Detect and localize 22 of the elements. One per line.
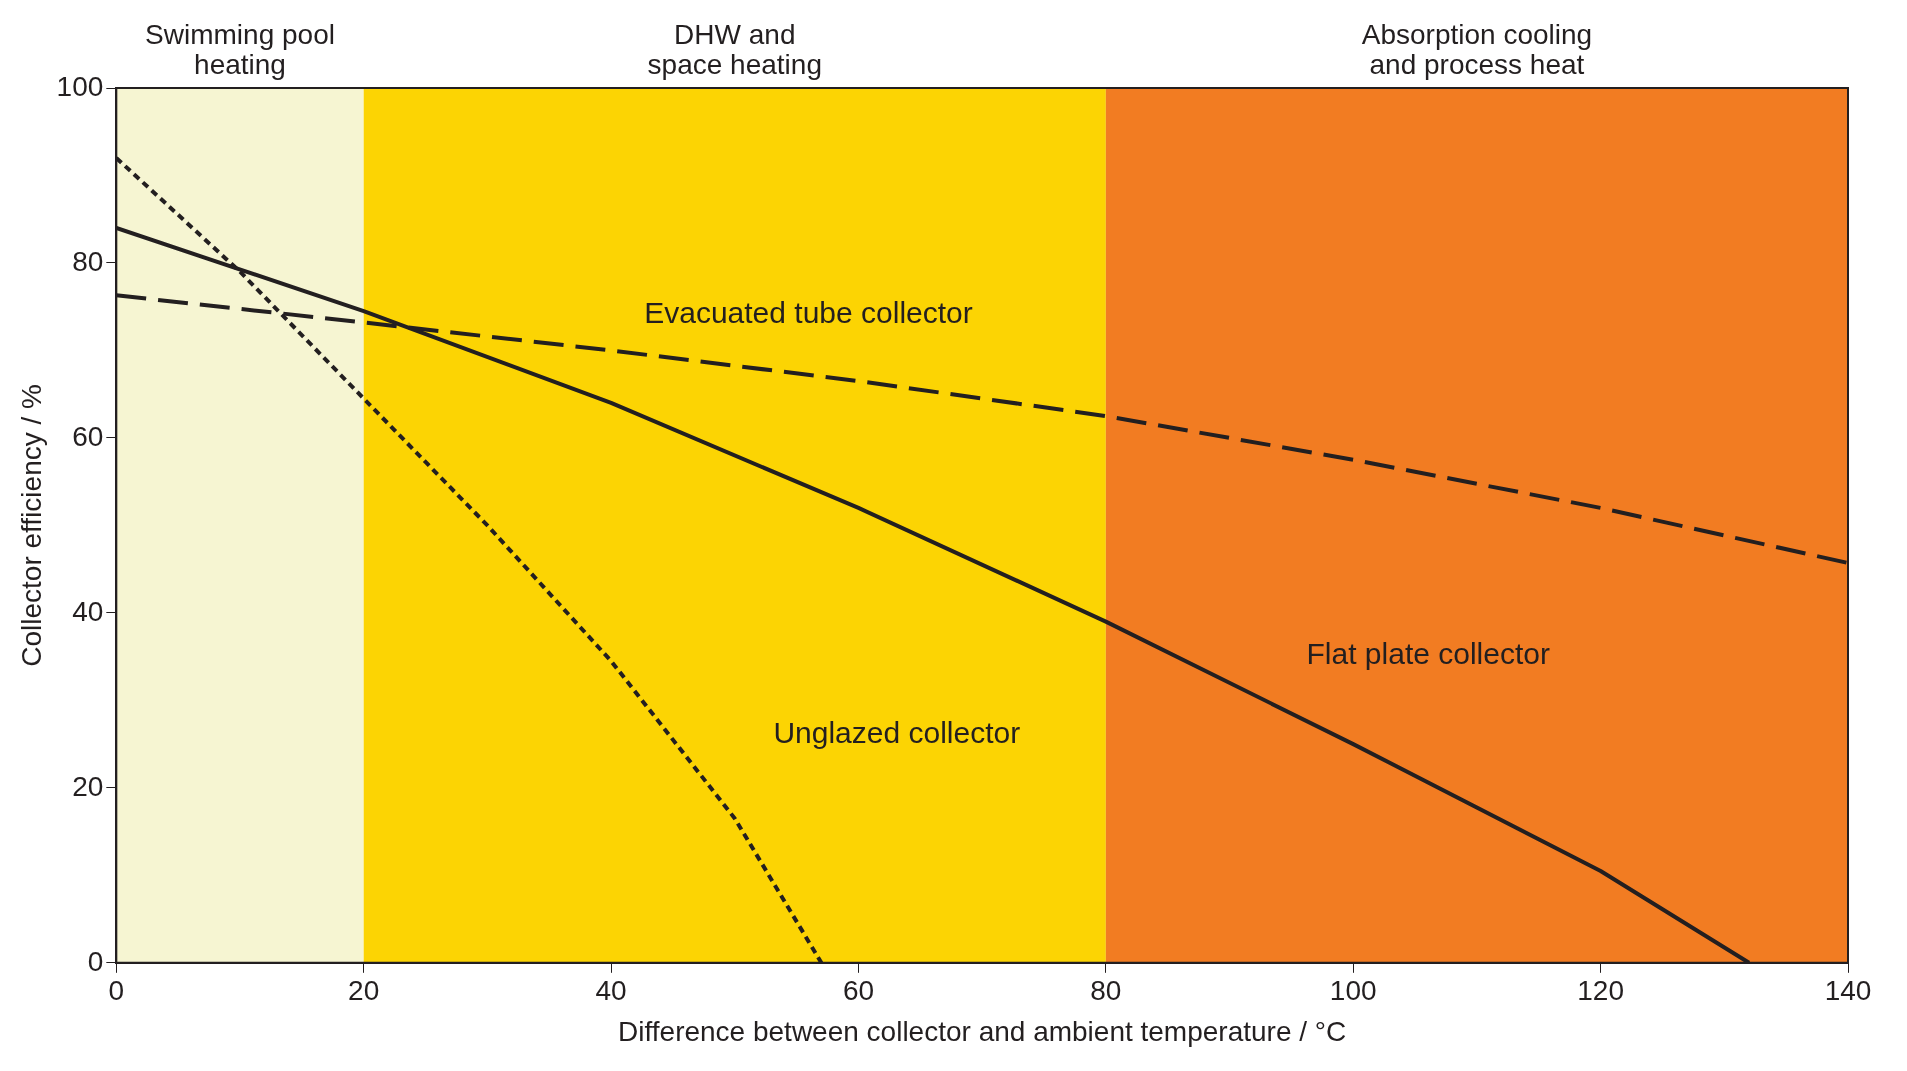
series-label: Evacuated tube collector: [644, 296, 973, 330]
x-axis-title: Difference between collector and ambient temperature / °C: [618, 1015, 1347, 1047]
y-tick-label: 40: [72, 595, 104, 627]
y-tick-label: 80: [72, 245, 104, 277]
band-label: Swimming pool heating: [145, 19, 335, 80]
x-tick-label: 60: [842, 975, 875, 1007]
x-tick-label: 80: [1090, 975, 1122, 1007]
series-label: Flat plate collector: [1306, 637, 1550, 671]
x-tick-label: 140: [1824, 975, 1872, 1007]
y-tick-label: 0: [87, 945, 104, 977]
x-tick-label: 100: [1329, 975, 1377, 1007]
x-tick-label: 0: [108, 975, 125, 1007]
y-axis-title: Collector efficiency / %: [15, 384, 47, 667]
band-label: Absorption cooling and process heat: [1361, 19, 1593, 80]
x-tick-label: 20: [348, 975, 380, 1007]
x-tick-label: 120: [1577, 975, 1624, 1007]
band-label: DHW and space heating: [647, 19, 822, 80]
text: Unglazed collector: [773, 715, 1021, 749]
y-tick-label: 60: [72, 420, 104, 452]
y-tick-label: 20: [72, 770, 104, 802]
x-tick-label: 40: [595, 975, 627, 1007]
y-tick-label: 100: [56, 70, 104, 102]
